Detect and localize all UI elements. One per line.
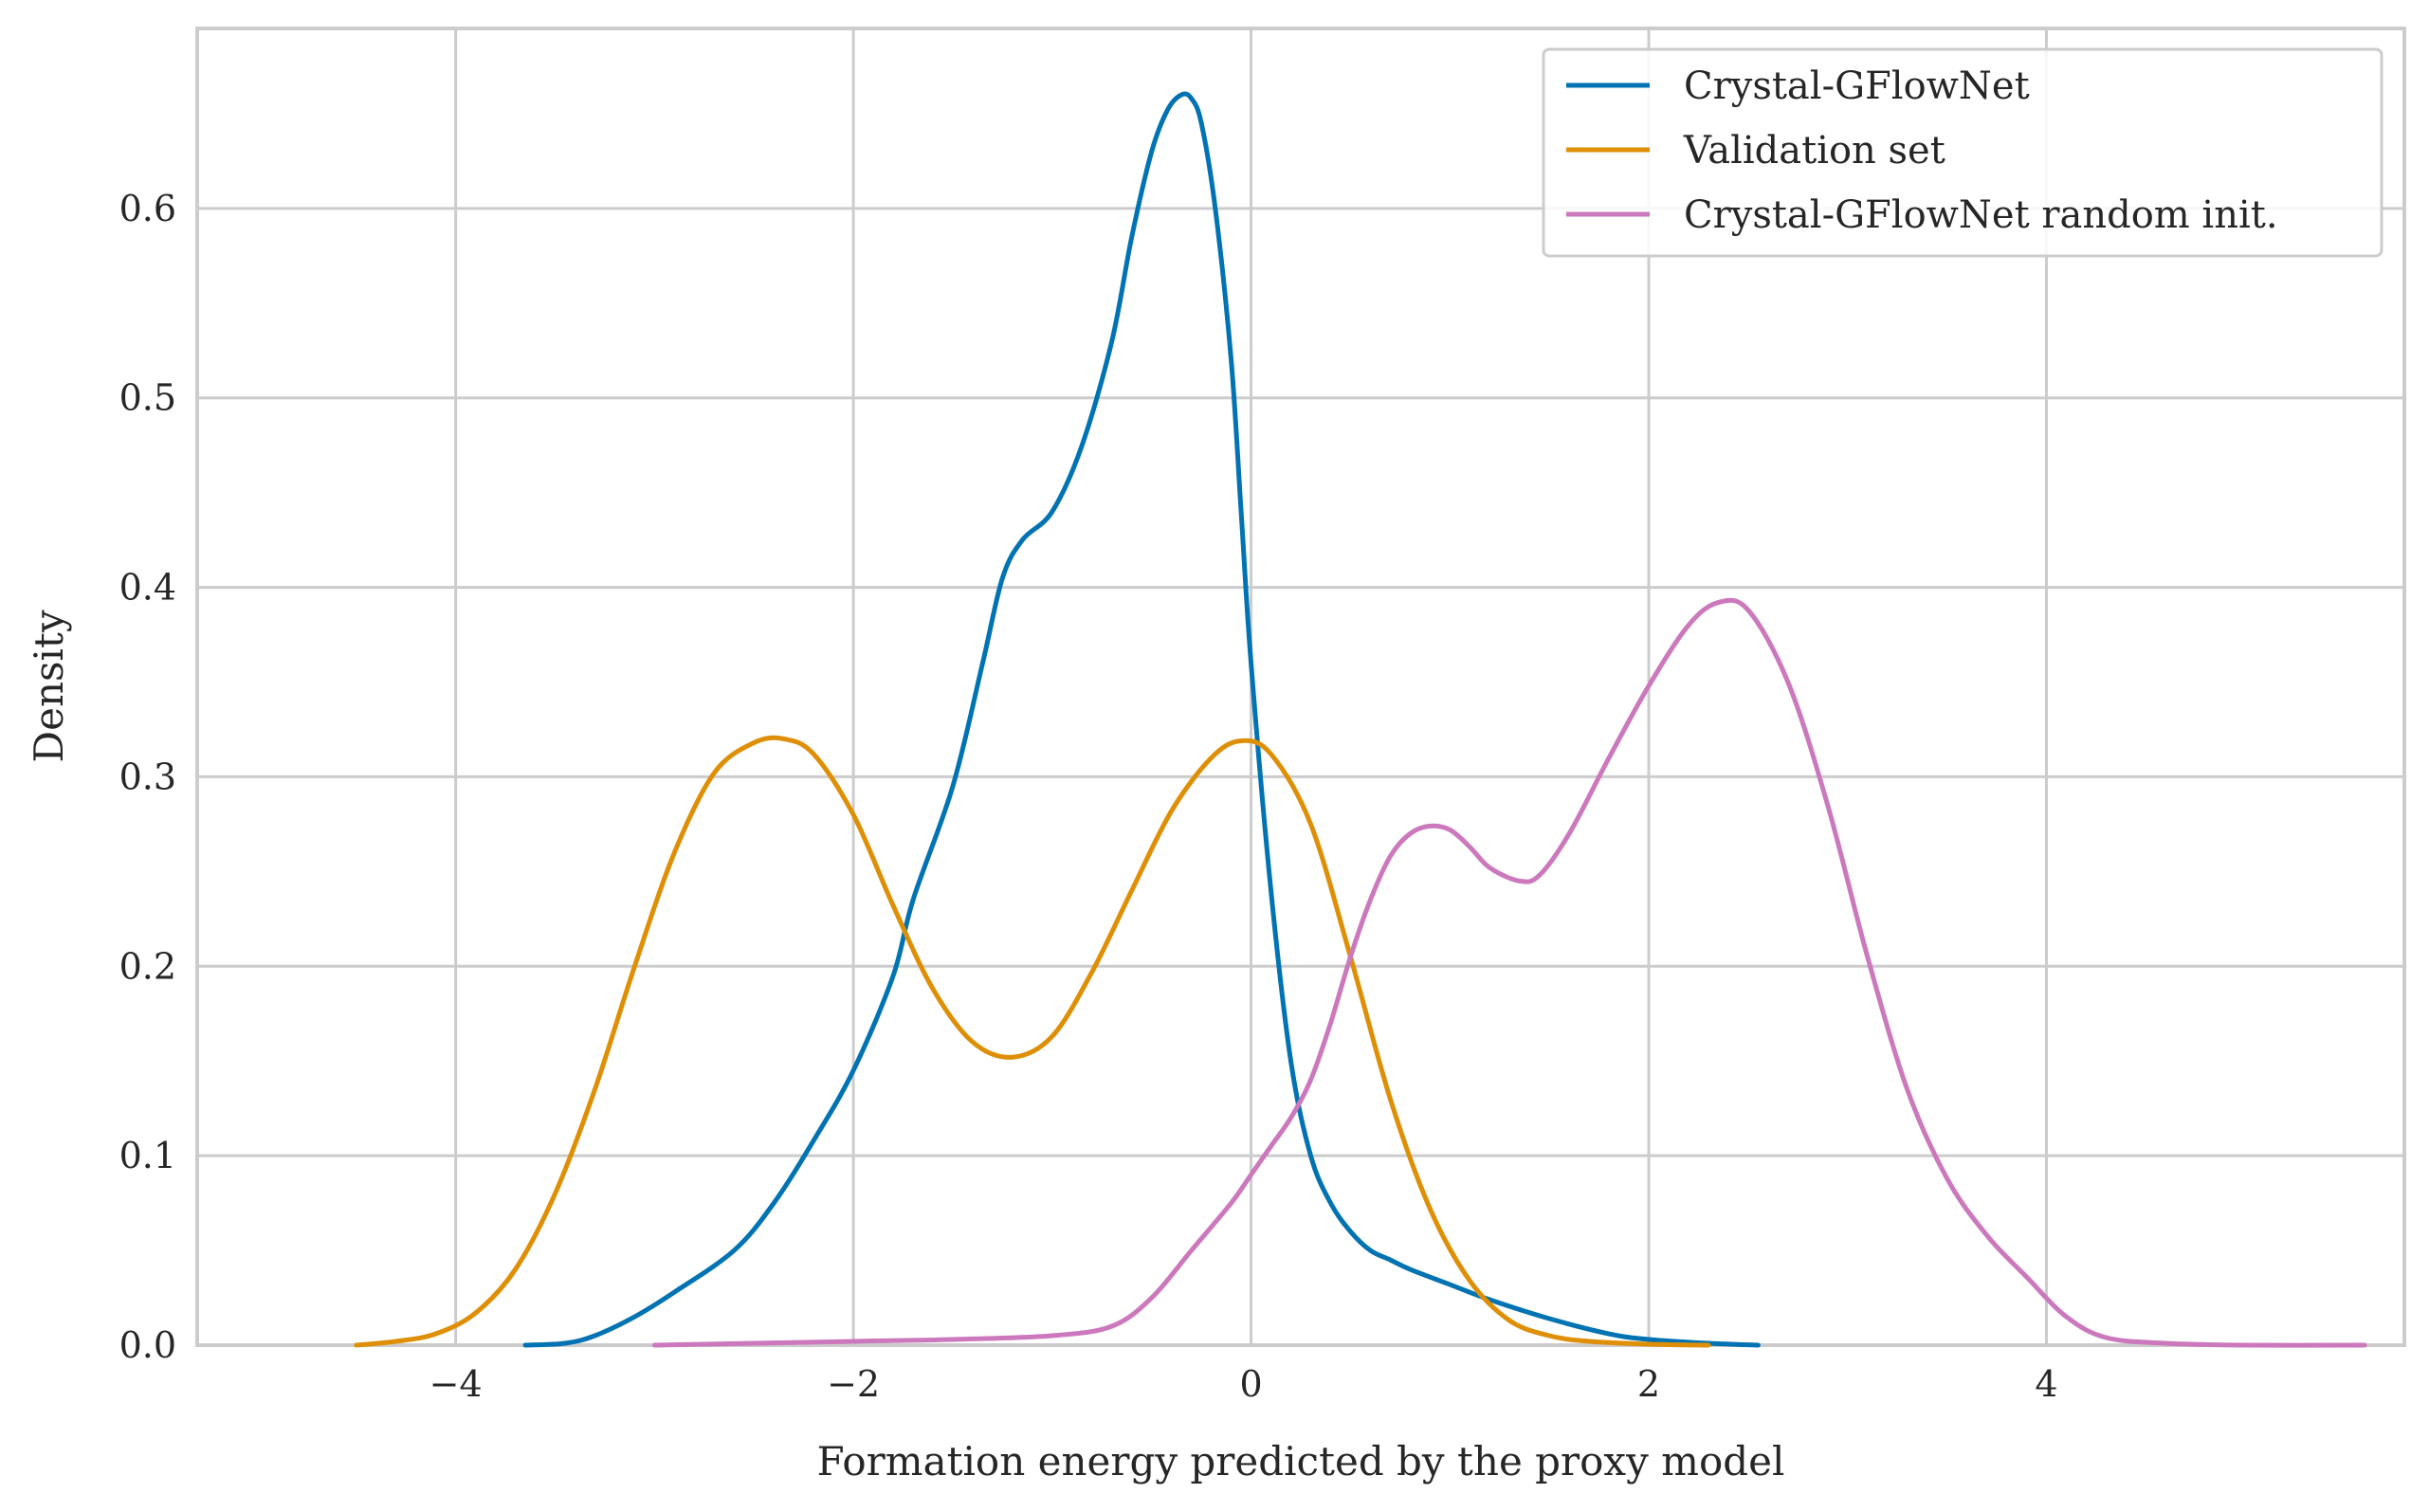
y-tick-label: 0.1	[119, 1135, 176, 1176]
legend-label-1: Validation set	[1683, 129, 1945, 173]
y-tick-label: 0.2	[119, 945, 176, 987]
y-tick-label: 0.5	[119, 377, 176, 419]
series-line-1	[354, 735, 1711, 1348]
x-tick-label: 0	[1239, 1363, 1262, 1405]
plot-frame	[195, 27, 2406, 1347]
x-tick-label: 2	[1637, 1363, 1660, 1405]
tick-labels: −4−202460.00.10.20.30.40.50.6	[119, 188, 2058, 1405]
y-tick-label: 0.6	[119, 188, 176, 229]
y-tick-label: 0.4	[119, 567, 176, 609]
y-axis-title: Density	[26, 610, 72, 762]
y-tick-label: 0.0	[119, 1324, 176, 1366]
legend: Crystal-GFlowNet Validation set Crystal-GF…	[1542, 47, 2383, 258]
series-lines	[354, 91, 2367, 1348]
legend-label-2: Crystal-GFlowNet random init.	[1684, 193, 2278, 237]
series-line-2	[651, 597, 2367, 1348]
x-axis-title: Formation energy predicted by the proxy …	[817, 1438, 1785, 1485]
x-tick-label: 4	[2035, 1363, 2057, 1405]
legend-frame	[1542, 47, 2383, 258]
x-tick-label: −4	[429, 1363, 483, 1405]
y-tick-label: 0.3	[119, 756, 176, 797]
x-tick-label: −2	[827, 1363, 880, 1405]
legend-label-0: Crystal-GFlowNet	[1684, 64, 2030, 108]
series-line-0	[522, 91, 1761, 1348]
